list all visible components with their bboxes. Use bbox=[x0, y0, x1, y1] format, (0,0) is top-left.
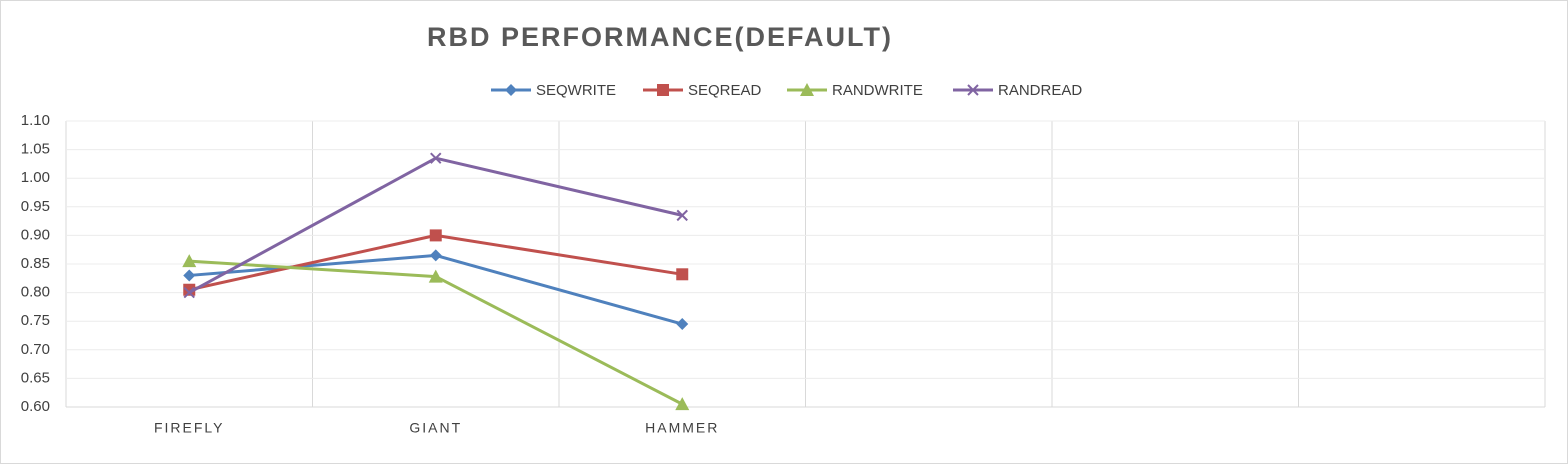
y-tick-label: 0.95 bbox=[21, 198, 50, 215]
marker bbox=[183, 269, 196, 282]
marker bbox=[430, 152, 442, 164]
legend-label: RANDWRITE bbox=[832, 82, 923, 99]
marker bbox=[505, 84, 517, 96]
marker bbox=[429, 229, 442, 242]
legend-label: SEQWRITE bbox=[536, 82, 616, 99]
marker bbox=[182, 254, 197, 268]
marker bbox=[800, 83, 814, 96]
y-tick-label: 0.70 bbox=[21, 341, 50, 358]
marker bbox=[429, 249, 442, 262]
y-tick-label: 0.75 bbox=[21, 312, 50, 329]
legend-label: RANDREAD bbox=[998, 82, 1082, 99]
marker bbox=[676, 268, 689, 281]
y-tick-label: 0.60 bbox=[21, 398, 50, 415]
x-tick-label: GIANT bbox=[409, 420, 462, 436]
y-tick-label: 0.80 bbox=[21, 284, 50, 301]
marker bbox=[967, 84, 979, 96]
marker bbox=[675, 397, 690, 411]
y-tick-label: 0.85 bbox=[21, 255, 50, 272]
marker bbox=[676, 209, 688, 222]
marker bbox=[676, 318, 689, 331]
marker bbox=[183, 283, 196, 296]
marker bbox=[183, 286, 195, 299]
x-tick-label: FIREFLY bbox=[154, 420, 225, 436]
x-tick-label: HAMMER bbox=[645, 420, 719, 436]
marker bbox=[428, 269, 443, 283]
marker bbox=[657, 84, 669, 96]
y-tick-label: 1.00 bbox=[21, 169, 50, 186]
y-tick-label: 1.10 bbox=[21, 112, 50, 129]
y-tick-label: 1.05 bbox=[21, 141, 50, 158]
y-tick-label: 0.90 bbox=[21, 226, 50, 243]
chart-title: RBD PERFORMANCE(DEFAULT) bbox=[427, 22, 893, 52]
legend-label: SEQREAD bbox=[688, 82, 762, 99]
y-tick-label: 0.65 bbox=[21, 369, 50, 386]
